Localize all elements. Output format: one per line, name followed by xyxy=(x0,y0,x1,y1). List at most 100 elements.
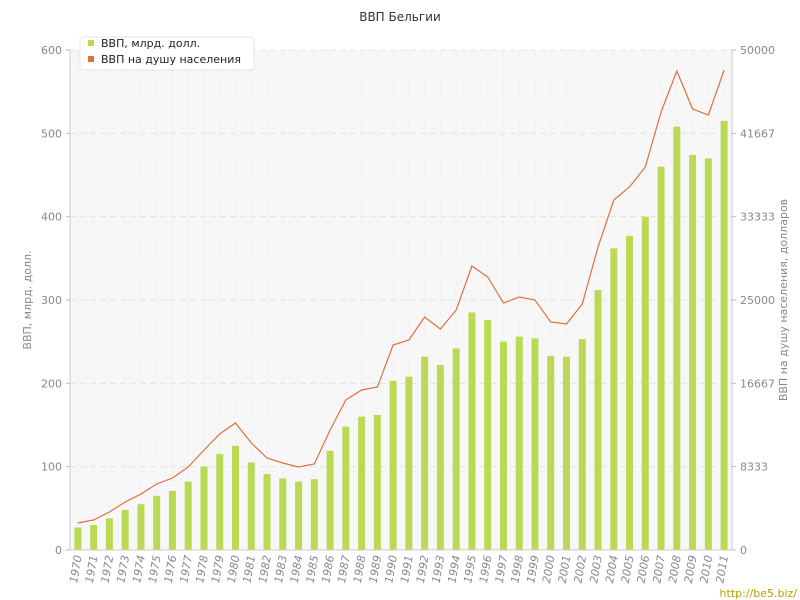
bar xyxy=(200,466,208,550)
bar xyxy=(531,338,539,550)
right-tick-label: 8333 xyxy=(740,461,768,474)
bar xyxy=(515,336,523,550)
x-tick-label: 1994 xyxy=(445,554,463,584)
x-tick-label: 1989 xyxy=(367,554,385,584)
bar xyxy=(673,126,681,551)
x-tick-label: 1997 xyxy=(493,554,511,584)
bar xyxy=(563,356,570,550)
bar xyxy=(168,490,176,550)
x-tick-label: 1975 xyxy=(146,554,164,584)
bar xyxy=(405,376,413,550)
right-tick-label: 50000 xyxy=(740,44,775,57)
x-tick-label: 1984 xyxy=(288,554,306,584)
bar xyxy=(342,426,350,550)
left-tick-label: 300 xyxy=(41,294,62,307)
left-tick-label: 100 xyxy=(41,461,62,474)
bar xyxy=(657,166,665,550)
right-tick-label: 33333 xyxy=(740,211,775,224)
bar xyxy=(704,158,712,551)
legend-label-gdp: ВВП, млрд. долл. xyxy=(101,37,200,50)
x-tick-label: 1998 xyxy=(509,554,527,584)
line-series xyxy=(77,69,725,524)
right-y-ticks: 0 8333 16667 25000 33333 41667 50000 xyxy=(732,44,775,557)
left-y-ticks: 0 100 200 300 400 500 600 xyxy=(41,44,70,557)
x-tick-label: 2000 xyxy=(540,554,558,584)
x-tick-label: 1979 xyxy=(209,554,227,584)
legend-label-gdp-per-capita: ВВП на душу населения xyxy=(101,53,241,66)
x-tick-label: 1971 xyxy=(83,554,101,584)
left-tick-label: 400 xyxy=(41,211,62,224)
x-tick-label: 1972 xyxy=(99,554,117,584)
bar xyxy=(626,235,634,551)
bar xyxy=(295,481,303,550)
x-tick-label: 2003 xyxy=(587,554,605,584)
x-tick-label: 1992 xyxy=(414,554,432,584)
bar xyxy=(389,380,397,550)
x-tick-label: 1976 xyxy=(162,554,180,584)
right-tick-label: 16667 xyxy=(740,377,775,390)
bar xyxy=(310,479,318,550)
bar-series xyxy=(74,120,728,551)
bar xyxy=(279,478,287,550)
bar xyxy=(326,450,334,550)
x-tick-label: 2011 xyxy=(713,554,731,584)
legend-box xyxy=(79,36,255,71)
left-tick-label: 200 xyxy=(41,377,62,390)
x-tick-label: 1981 xyxy=(241,554,259,584)
left-tick-label: 0 xyxy=(55,544,62,557)
bar xyxy=(720,120,728,550)
x-tick-label: 1996 xyxy=(477,554,495,584)
bar xyxy=(358,416,366,550)
watermark: http://be5.biz/ xyxy=(720,587,798,600)
bar xyxy=(641,216,649,550)
x-tick-label: 1999 xyxy=(524,554,542,584)
x-tick-label: 1990 xyxy=(382,554,400,584)
bar xyxy=(578,339,586,550)
x-tick-label: 2009 xyxy=(682,554,700,584)
right-axis-label: ВВП на душу населения, долларов xyxy=(777,199,790,401)
bar xyxy=(247,462,255,550)
x-tick-label: 1980 xyxy=(225,554,243,584)
bar xyxy=(436,365,444,550)
gdp-per-capita-line xyxy=(77,69,725,524)
x-tick-label: 1995 xyxy=(461,554,479,584)
bar xyxy=(594,290,602,550)
x-tick-label: 2005 xyxy=(619,554,637,584)
x-tick-label: 2002 xyxy=(572,554,590,584)
right-tick-label: 41667 xyxy=(740,127,775,140)
chart-title: ВВП Бельгии xyxy=(359,10,441,24)
x-tick-label: 1986 xyxy=(319,554,337,584)
legend: ВВП, млрд. долл. ВВП на душу населения xyxy=(79,36,255,71)
right-tick-label: 25000 xyxy=(740,294,775,307)
right-tick-label: 0 xyxy=(740,544,747,557)
bar xyxy=(263,474,271,550)
left-axis-label: ВВП, млрд. долл. xyxy=(21,250,34,349)
x-tick-label: 1982 xyxy=(256,554,274,584)
x-tick-label: 1991 xyxy=(398,554,416,584)
x-tick-label: 2006 xyxy=(635,554,653,584)
x-ticks: 1970197119721973197419751976197719781979… xyxy=(67,554,731,584)
x-tick-label: 1973 xyxy=(114,554,132,584)
bar xyxy=(547,355,555,550)
bar xyxy=(484,320,492,550)
bar xyxy=(153,495,161,550)
bar xyxy=(74,527,82,550)
x-tick-label: 2008 xyxy=(666,554,684,584)
x-tick-label: 1970 xyxy=(67,554,85,584)
bar xyxy=(689,155,697,550)
bar xyxy=(105,518,113,550)
bar xyxy=(184,481,192,550)
bar xyxy=(610,248,618,551)
x-tick-label: 1978 xyxy=(193,554,211,584)
bar xyxy=(137,504,145,550)
x-tick-label: 1983 xyxy=(272,554,290,584)
x-tick-label: 2001 xyxy=(556,554,574,584)
bar xyxy=(499,341,507,550)
x-tick-label: 1993 xyxy=(430,554,448,584)
bar xyxy=(452,348,460,550)
bar xyxy=(121,510,129,550)
bar xyxy=(421,356,429,550)
x-tick-label: 1985 xyxy=(304,554,322,584)
x-tick-label: 2007 xyxy=(650,554,668,584)
